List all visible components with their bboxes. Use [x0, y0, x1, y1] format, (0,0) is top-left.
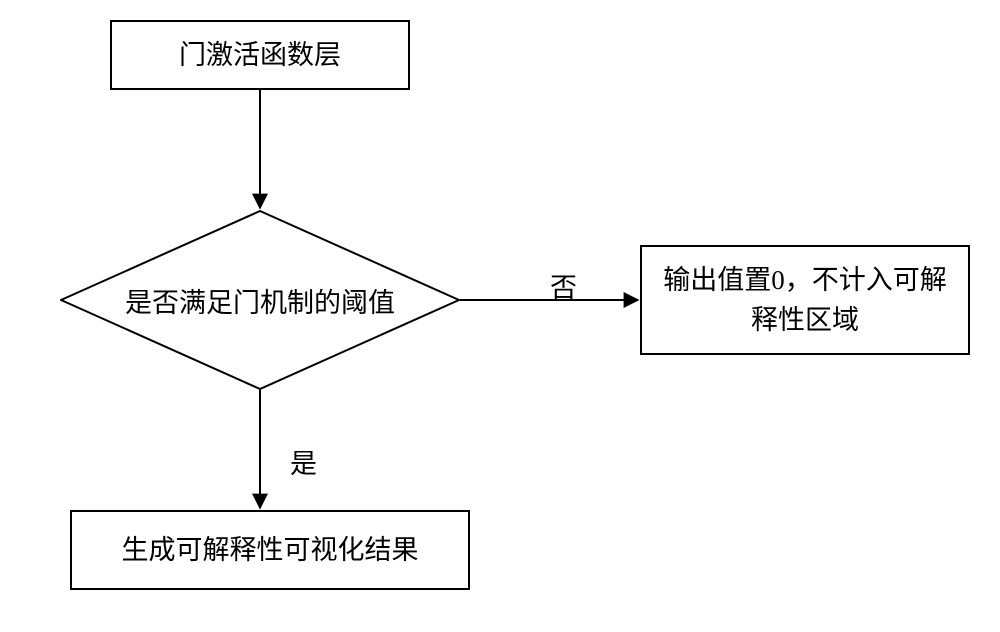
- node-gate-activation-layer: 门激活函数层: [110, 20, 410, 90]
- flowchart-canvas: 门激活函数层 是否满足门机制的阈值 输出值置0，不计入可解 释性区域 生成可解释…: [0, 0, 1000, 632]
- node-label-line2: 释性区域: [663, 300, 947, 341]
- node-generate-visualization: 生成可解释性可视化结果: [70, 510, 470, 590]
- node-decision-threshold: 是否满足门机制的阈值: [60, 210, 460, 390]
- node-label-line1: 输出值置0，不计入可解: [663, 260, 947, 301]
- node-output-zero: 输出值置0，不计入可解 释性区域: [640, 245, 970, 355]
- node-label: 是否满足门机制的阈值: [125, 281, 395, 320]
- node-label: 生成可解释性可视化结果: [122, 530, 419, 571]
- edge-label-yes: 是: [290, 442, 317, 481]
- node-label-multiline: 输出值置0，不计入可解 释性区域: [663, 260, 947, 341]
- edge-label-no: 否: [550, 266, 577, 305]
- node-label: 门激活函数层: [179, 35, 341, 76]
